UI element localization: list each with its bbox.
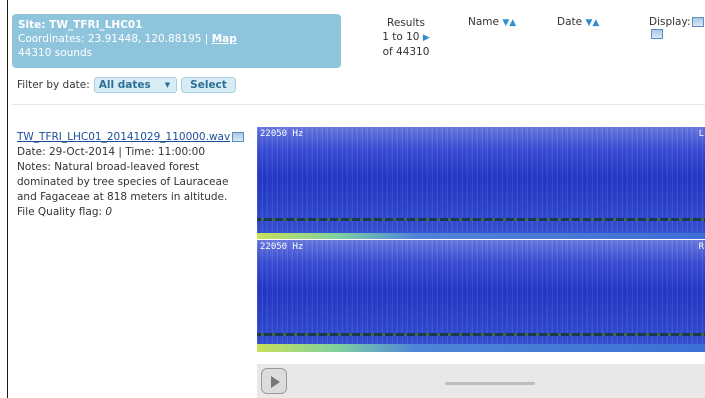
channel-label: L	[698, 129, 704, 139]
date-select[interactable]: All dates ▼	[93, 77, 178, 93]
results-label: Results	[387, 17, 425, 29]
results-range-row: 1 to 10 ▶	[367, 30, 445, 45]
spectrogram-low-band	[257, 233, 705, 239]
file-notes: Notes: Natural broad-leaved forest domin…	[17, 161, 229, 203]
display-grid-icon[interactable]	[651, 29, 663, 39]
channel-label: R	[698, 242, 704, 252]
player-progress-bar[interactable]	[445, 382, 535, 385]
site-title: Site: TW_TFRI_LHC01	[18, 19, 143, 31]
sort-date-desc-icon[interactable]: ▼	[585, 18, 593, 28]
file-quality: File Quality flag: 0	[17, 205, 249, 220]
select-button[interactable]: Select	[181, 77, 236, 93]
next-page-icon[interactable]: ▶	[422, 33, 430, 43]
spectrogram-freq-label: 22050 Hz	[260, 129, 304, 139]
audio-player	[257, 364, 705, 398]
spectrogram-right[interactable]: 22050 Hz R	[257, 240, 705, 352]
spectrogram-band	[257, 218, 705, 221]
file-title-row: TW_TFRI_LHC01_20141029_110000.wav	[17, 130, 249, 145]
spectrogram-low-band	[257, 344, 705, 352]
sort-by-name: Name ▼▲	[468, 16, 516, 28]
coordinates-text: Coordinates: 23.91448, 120.88195 |	[18, 33, 209, 45]
results-total: of 44310	[382, 46, 430, 58]
filter-label: Filter by date:	[17, 79, 90, 91]
display-list-icon[interactable]	[692, 17, 705, 27]
sort-date-asc-icon[interactable]: ▲	[592, 18, 600, 28]
sound-count: 44310 sounds	[18, 47, 93, 59]
results-range: 1 to 10	[382, 31, 420, 43]
map-link[interactable]: Map	[211, 33, 237, 45]
file-date-time: Date: 29-Oct-2014 | Time: 11:00:00	[17, 146, 206, 158]
sort-name-label: Name	[468, 16, 499, 28]
file-info: TW_TFRI_LHC01_20141029_110000.wav Date: …	[17, 130, 249, 220]
frame-border	[7, 0, 8, 398]
spectrogram-left[interactable]: 22050 Hz L	[257, 127, 705, 239]
chevron-down-icon: ▼	[164, 81, 171, 89]
display-label: Display:	[649, 16, 691, 28]
file-details-icon[interactable]	[232, 132, 245, 142]
date-select-value: All dates	[98, 79, 151, 91]
site-coordinates: Coordinates: 23.91448, 120.88195 | Map	[18, 32, 335, 46]
display-options: Display:	[649, 16, 705, 40]
sort-by-date: Date ▼▲	[557, 16, 599, 28]
divider	[12, 104, 705, 105]
site-info-box: Site: TW_TFRI_LHC01 Coordinates: 23.9144…	[12, 14, 341, 68]
quality-label: File Quality flag:	[17, 206, 103, 218]
spectrogram-freq-label: 22050 Hz	[260, 242, 304, 252]
spectrogram-band	[257, 333, 705, 336]
results-summary: Results 1 to 10 ▶ of 44310	[367, 16, 445, 59]
date-filter: Filter by date: All dates ▼ Select	[17, 77, 236, 93]
file-link[interactable]: TW_TFRI_LHC01_20141029_110000.wav	[17, 131, 231, 143]
sort-date-label: Date	[557, 16, 583, 28]
quality-value: 0	[105, 206, 113, 218]
play-icon[interactable]	[261, 368, 287, 394]
sort-name-asc-icon[interactable]: ▲	[509, 18, 517, 28]
sort-name-desc-icon[interactable]: ▼	[502, 18, 510, 28]
